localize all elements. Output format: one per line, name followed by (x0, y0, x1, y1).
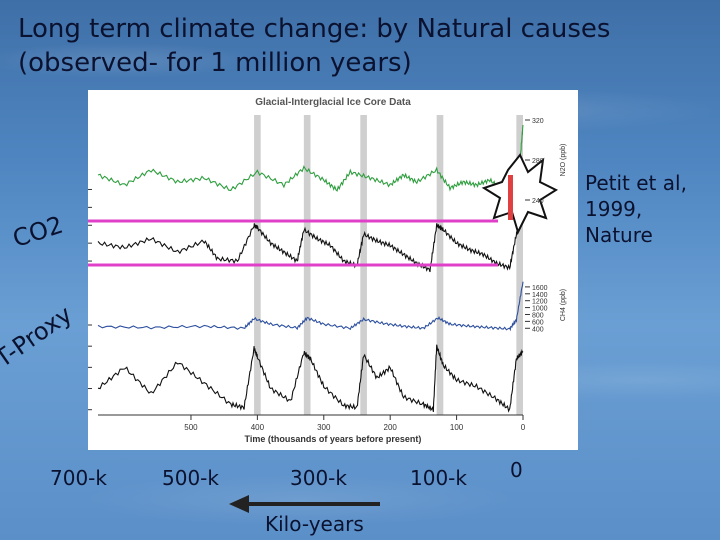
right-tick-label: 400 (532, 326, 544, 333)
series-line-N2O (97, 124, 524, 192)
citation: Petit et al, 1999, Nature (585, 170, 687, 248)
right-tick-label: 240 (532, 198, 544, 205)
axis-label-300k: 300-k (290, 466, 347, 490)
axis-label-0: 0 (510, 458, 523, 482)
right-tick-label: 1400 (532, 292, 548, 299)
right-tick-label: 1000 (532, 306, 548, 313)
right-tick-label: 800 (532, 312, 544, 319)
right-tick-label: 320 (532, 118, 544, 125)
x-axis-label: Time (thousands of years before present) (245, 434, 422, 444)
right-tick-label: 280 (532, 158, 544, 165)
x-tick-label: 0 (521, 423, 526, 432)
spike-bar (508, 175, 513, 220)
axis-label-500k: 500-k (162, 466, 219, 490)
series-line-D (97, 344, 524, 413)
interglacial-band (516, 115, 523, 415)
x-tick-label: 400 (251, 423, 265, 432)
slide-title: Long term climate change: by Natural cau… (18, 12, 708, 80)
right-axis-label: CH4 (ppb) (560, 289, 567, 321)
x-tick-label: 100 (450, 423, 464, 432)
series-line-CH4 (97, 281, 524, 332)
right-axis-label: N2O (ppb) (560, 144, 567, 177)
ice-core-chart-svg: Glacial-Interglacial Ice Core Data 500 40… (57, 97, 567, 444)
citation-line-1: Petit et al, (585, 171, 687, 195)
right-tick-label: 1600 (532, 285, 548, 292)
ice-core-chart: Glacial-Interglacial Ice Core Data 500 40… (57, 90, 578, 450)
right-tick-label: 600 (532, 319, 544, 326)
x-tick-label: 200 (384, 423, 398, 432)
title-line-1: Long term climate change: by Natural cau… (18, 14, 611, 44)
axis-label-700k: 700-k (50, 466, 107, 490)
spike-marker (481, 153, 559, 235)
time-direction-arrow (229, 495, 380, 513)
axis-label-100k: 100-k (410, 466, 467, 490)
citation-line-2: 1999, (585, 197, 643, 221)
chart-title: Glacial-Interglacial Ice Core Data (255, 97, 411, 108)
title-line-2: (observed- for 1 million years) (18, 48, 412, 78)
right-tick-label: 1200 (532, 299, 548, 306)
citation-line-3: Nature (585, 223, 653, 247)
kilo-years-label: Kilo-years (265, 512, 364, 536)
x-tick-label: 500 (184, 423, 198, 432)
x-tick-label: 300 (317, 423, 331, 432)
